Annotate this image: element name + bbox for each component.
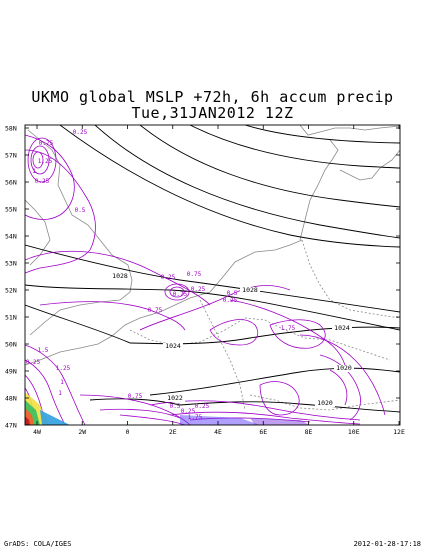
- precip-label: 0.5: [170, 403, 181, 410]
- lat-label: 53N: [5, 260, 17, 268]
- axis-ticks: [25, 125, 400, 426]
- map-subtitle-valid-time: Tue,31JAN2012 12Z: [131, 104, 294, 122]
- precip-contours: [25, 134, 386, 425]
- isobar-label: 1020: [336, 364, 352, 372]
- precip-label: 0.25: [35, 178, 50, 185]
- lat-label: 58N: [5, 125, 17, 133]
- precip-label: 1.25: [38, 158, 53, 165]
- precip-label: 1: [32, 168, 36, 175]
- lon-label: 2E: [169, 428, 177, 436]
- lat-label: 54N: [5, 233, 17, 241]
- precip-shading: [25, 392, 310, 425]
- footer-credit: GrADS: COLA/IGES: [4, 540, 72, 548]
- precip-label: 0.75: [128, 393, 143, 400]
- precip-label: 1: [58, 390, 62, 397]
- precip-label: 0.25: [195, 403, 210, 410]
- precip-label: 0.25: [181, 408, 196, 415]
- precip-label: 1: [60, 379, 64, 386]
- precip-label: 1.5: [38, 347, 49, 354]
- isobar-label: 1020: [317, 399, 333, 407]
- map-frame: [24, 124, 401, 426]
- lon-label: 6E: [259, 428, 267, 436]
- isobar-label: 1024: [334, 324, 350, 332]
- isobar-label: 1022: [167, 394, 183, 402]
- precip-label: 0.75: [39, 140, 54, 147]
- lon-label: 4W: [33, 428, 41, 436]
- lon-label: 0: [126, 428, 130, 436]
- lat-label: 50N: [5, 341, 17, 349]
- lat-label: 51N: [5, 314, 17, 322]
- lat-label: 57N: [5, 152, 17, 160]
- isobar-label: 1028: [112, 272, 128, 280]
- isobar-label: 1024: [165, 342, 181, 350]
- precip-label: 1.75: [281, 325, 296, 332]
- lat-label: 52N: [5, 287, 17, 295]
- lon-label: 12E: [393, 428, 405, 436]
- precip-label: 0.75: [173, 291, 188, 298]
- latitude-labels: 58N 57N 56N 55N 54N 53N 52N 51N 50N 49N 48N 47N: [5, 125, 17, 430]
- lon-label: 2W: [78, 428, 86, 436]
- lat-label: 47N: [5, 422, 17, 430]
- precip-label: 0.5: [227, 290, 238, 297]
- lon-label: 8E: [305, 428, 313, 436]
- precip-label: 0.75: [187, 271, 202, 278]
- lat-label: 48N: [5, 395, 17, 403]
- precip-label: 0.5: [75, 207, 86, 214]
- isobar-label: 1028: [242, 286, 258, 294]
- precip-label: 0.25: [161, 274, 176, 281]
- longitude-labels: 4W 2W 0 2E 4E 6E 8E 10E 12E: [33, 428, 405, 436]
- lon-label: 4E: [214, 428, 222, 436]
- lon-label: 10E: [348, 428, 360, 436]
- precip-label: 0.25: [73, 129, 88, 136]
- precip-label: 1.25: [56, 365, 71, 372]
- precip-label: 0.25: [223, 297, 238, 304]
- coastlines: [25, 125, 400, 411]
- precip-label: 0.25: [26, 359, 41, 366]
- isobar-labels: 1028 1028 1024 1024 1020 1022 1020: [110, 272, 354, 407]
- lat-label: 56N: [5, 179, 17, 187]
- isobars: [25, 125, 400, 413]
- precip-label: 1.75: [188, 414, 203, 421]
- precip-label: 0.25: [191, 286, 206, 293]
- footer-timestamp: 2012-01-28-17:18: [353, 540, 421, 548]
- lat-label: 55N: [5, 206, 17, 214]
- lat-label: 49N: [5, 368, 17, 376]
- precip-label: 0.75: [148, 307, 163, 314]
- map-title: UKMO global MSLP +72h, 6h accum precip: [31, 88, 394, 106]
